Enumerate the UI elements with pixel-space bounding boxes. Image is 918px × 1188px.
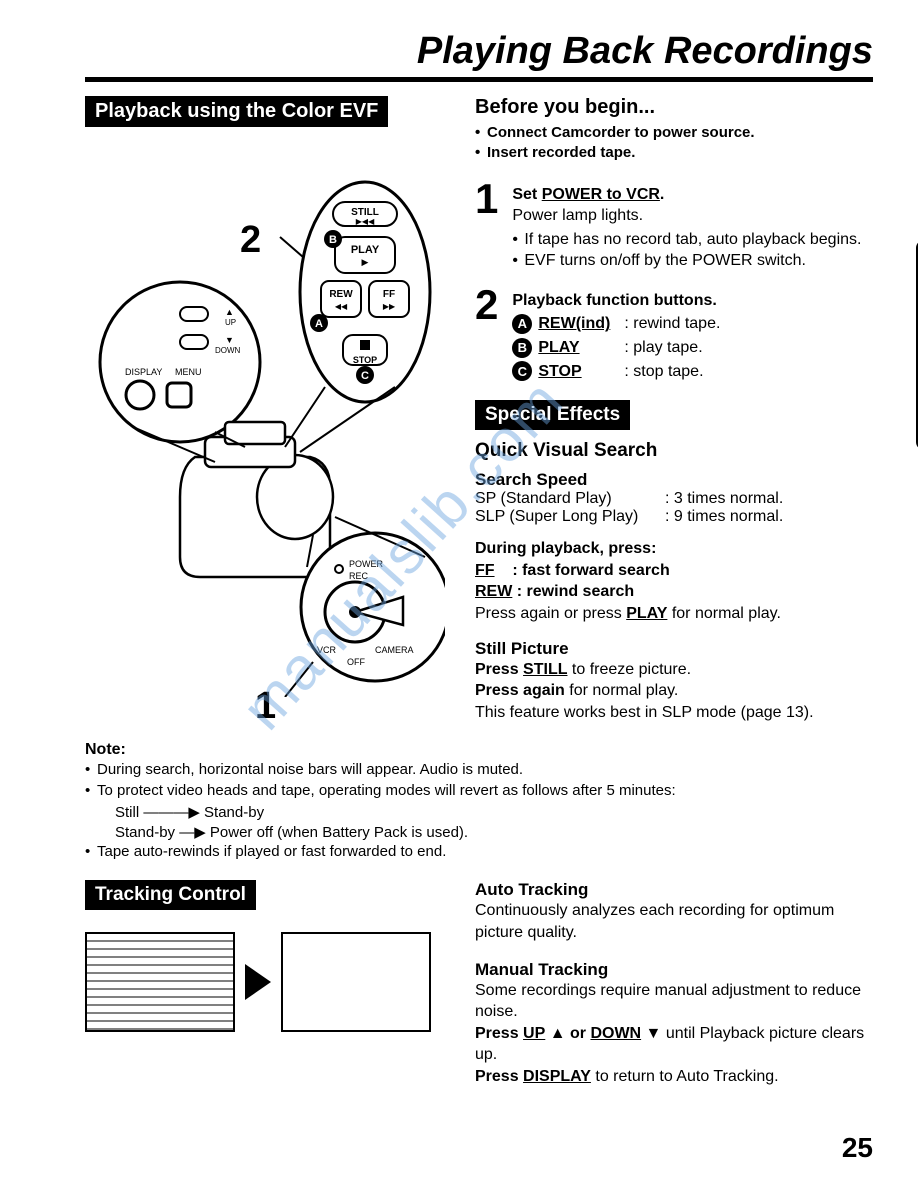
slp-val: : 9 times normal. (665, 508, 783, 526)
step-number: 2 (475, 284, 498, 382)
letter-b-icon: B (512, 338, 532, 358)
svg-text:DISPLAY: DISPLAY (125, 367, 162, 377)
step-1: 1 Set POWER to VCR. Power lamp lights. I… (475, 178, 873, 272)
svg-text:◀◀: ◀◀ (335, 302, 348, 311)
arrow-icon (245, 964, 271, 1000)
press-again-post: for normal play. (667, 605, 781, 622)
note-label: Note: (85, 741, 873, 759)
play-label: PLAY (538, 337, 618, 359)
ff-desc: : fast forward search (512, 562, 669, 579)
manual-mid: ▲ or (545, 1025, 590, 1042)
search-speed-heading: Search Speed (475, 470, 873, 490)
manual-l3-pre: Press (475, 1068, 523, 1085)
note-item: During search, horizontal noise bars wil… (85, 759, 873, 780)
manual-up: UP (523, 1025, 545, 1042)
manual-down: DOWN (590, 1025, 641, 1042)
still-l1-pre: Press (475, 661, 523, 678)
svg-text:STOP: STOP (353, 355, 377, 365)
qvs-heading: Quick Visual Search (475, 440, 873, 462)
letter-c-icon: C (512, 361, 532, 381)
svg-text:OFF: OFF (347, 657, 365, 667)
svg-text:A: A (315, 318, 323, 330)
before-begin-heading: Before you begin... (475, 96, 873, 119)
note-section: Note: During search, horizontal noise ba… (85, 741, 873, 862)
page-number: 25 (842, 1132, 873, 1164)
press-again-pre: Press again or press (475, 605, 626, 622)
still-picture-heading: Still Picture (475, 639, 873, 659)
rew-desc-2: : rewind search (512, 583, 634, 600)
before-item: Connect Camcorder to power source. (475, 123, 873, 143)
auto-tracking-body: Continuously analyzes each recording for… (475, 900, 873, 943)
step1-line: Power lamp lights. (512, 205, 873, 227)
note-item: To protect video heads and tape, operati… (85, 780, 873, 801)
note-item: Tape auto-rewinds if played or fast forw… (85, 841, 873, 862)
svg-text:POWER: POWER (349, 559, 384, 569)
title-rule (85, 77, 873, 82)
playback-evf-header: Playback using the Color EVF (85, 96, 388, 127)
slp-mode: SLP (Super Long Play) (475, 508, 665, 526)
clear-thumbnail (281, 932, 431, 1032)
svg-text:▶: ▶ (362, 257, 369, 267)
svg-text:▲: ▲ (225, 307, 234, 317)
svg-text:UP: UP (225, 318, 236, 327)
rew-label-2: REW (475, 583, 512, 600)
svg-text:REC: REC (349, 571, 369, 581)
rew-desc: : rewind tape. (624, 313, 720, 335)
stop-desc: : stop tape. (624, 361, 703, 383)
step1-title-post: . (660, 186, 664, 203)
step-number: 1 (475, 178, 498, 272)
stop-label: STOP (538, 361, 618, 383)
ff-label: FF (475, 562, 495, 579)
auto-tracking-heading: Auto Tracking (475, 880, 873, 900)
before-begin-list: Connect Camcorder to power source. Inser… (475, 123, 873, 164)
still-l2-pre: Press again (475, 682, 565, 699)
manual-display: DISPLAY (523, 1068, 591, 1085)
manual-l2-pre: Press (475, 1025, 523, 1042)
step1-title-ul: POWER to VCR (542, 186, 660, 203)
step1-bullet: EVF turns on/off by the POWER switch. (512, 250, 873, 272)
svg-text:C: C (361, 370, 369, 382)
svg-text:CAMERA: CAMERA (375, 645, 414, 655)
manual-l1: Some recordings require manual adjustmen… (475, 980, 873, 1023)
svg-text:MENU: MENU (175, 367, 202, 377)
step1-title-pre: Set (512, 186, 541, 203)
step-2: 2 Playback function buttons. A REW(ind) : … (475, 284, 873, 382)
manual-l3-post: to return to Auto Tracking. (591, 1068, 779, 1085)
svg-text:FF: FF (383, 289, 395, 300)
step2-title: Playback function buttons. (512, 290, 873, 312)
note-arrow-1: Still ———▶ Stand-by (85, 803, 873, 821)
svg-text:B: B (329, 234, 337, 246)
during-playback: During playback, press: (475, 538, 873, 560)
step1-bullet: If tape has no record tab, auto playback… (512, 229, 873, 251)
tracking-control-header: Tracking Control (85, 880, 256, 910)
svg-text:▶◀◀: ▶◀◀ (356, 217, 375, 226)
press-again-play: PLAY (626, 605, 667, 622)
still-l1-post: to freeze picture. (567, 661, 691, 678)
before-item: Insert recorded tape. (475, 143, 873, 163)
manual-tracking-heading: Manual Tracking (475, 960, 873, 980)
svg-text:PLAY: PLAY (351, 244, 380, 256)
page-title: Playing Back Recordings (85, 30, 873, 73)
letter-a-icon: A (512, 314, 532, 334)
sp-mode: SP (Standard Play) (475, 490, 665, 508)
special-effects-header: Special Effects (475, 400, 630, 430)
rew-label: REW(ind) (538, 313, 618, 335)
tracking-thumbnails (85, 932, 445, 1032)
svg-text:VCR: VCR (317, 645, 337, 655)
svg-text:DOWN: DOWN (215, 346, 241, 355)
still-l2-post: for normal play. (565, 682, 679, 699)
noisy-thumbnail (85, 932, 235, 1032)
svg-text:▶▶: ▶▶ (383, 302, 396, 311)
still-l3: This feature works best in SLP mode (pag… (475, 702, 873, 724)
note-arrow-2: Stand-by —▶ Power off (when Battery Pack… (85, 823, 873, 841)
svg-text:REW: REW (329, 289, 353, 300)
camcorder-diagram: 2 STILL ▶◀◀ PLAY ▶ B REW ◀◀ FF ▶▶ A (85, 127, 445, 707)
svg-text:▼: ▼ (225, 335, 234, 345)
play-desc: : play tape. (624, 337, 702, 359)
sp-val: : 3 times normal. (665, 490, 783, 508)
callout-1: 1 (255, 685, 276, 728)
still-l1-ul: STILL (523, 661, 567, 678)
